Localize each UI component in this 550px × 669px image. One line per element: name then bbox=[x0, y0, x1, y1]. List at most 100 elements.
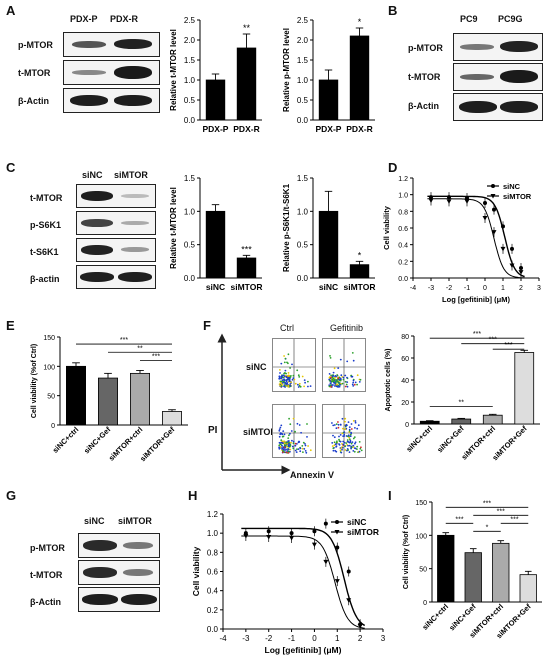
flow-event-dot bbox=[354, 420, 357, 422]
blot-g-col-1: siNC bbox=[84, 516, 105, 526]
significance-label: *** bbox=[241, 244, 252, 254]
flow-event-dot bbox=[278, 435, 281, 438]
x-tick-label: -2 bbox=[446, 285, 452, 292]
flow-event-dot bbox=[303, 385, 305, 388]
data-point-siNC bbox=[266, 529, 271, 534]
y-tick-label: 80 bbox=[401, 334, 409, 341]
flow-event-dot bbox=[338, 382, 340, 385]
y-tick-label: 0.5 bbox=[297, 96, 309, 105]
flow-event-dot bbox=[331, 378, 334, 381]
bar-2 bbox=[130, 372, 151, 426]
y-tick-label: 100 bbox=[43, 364, 55, 371]
blot-b-col-2: PC9G bbox=[498, 14, 523, 24]
bar-1 bbox=[236, 257, 257, 279]
data-point-siNC bbox=[323, 521, 328, 526]
y-axis-label: Apoptotic cells (%) bbox=[385, 348, 392, 411]
flow-event-dot bbox=[330, 385, 333, 388]
flow-event-dot bbox=[288, 417, 290, 420]
flow-event-dot bbox=[278, 429, 281, 432]
bar-1 bbox=[349, 35, 370, 121]
flow-event-dot bbox=[281, 383, 283, 386]
y-tick-label: 1.5 bbox=[184, 174, 196, 183]
y-tick-label: 0 bbox=[423, 600, 427, 607]
y-tick-label: 1.0 bbox=[207, 529, 219, 538]
x-tick-label: PDX-R bbox=[346, 124, 372, 134]
blot-g-lane-3 bbox=[78, 587, 160, 612]
flow-event-dot bbox=[332, 434, 334, 437]
blot-b-row-3: β-Actin bbox=[408, 101, 439, 111]
flow-event-dot bbox=[298, 424, 301, 426]
bar-1 bbox=[236, 47, 257, 121]
y-tick-label: 1.5 bbox=[297, 56, 309, 65]
data-point-siNC bbox=[346, 569, 351, 574]
y-tick-label: 0 bbox=[405, 422, 409, 429]
blot-c-lane-2 bbox=[76, 211, 156, 235]
x-tick-label: siNC+Gef bbox=[82, 425, 113, 456]
flow-event-dot bbox=[282, 446, 284, 449]
flow-event-dot bbox=[343, 435, 346, 437]
flow-event-dot bbox=[291, 363, 293, 366]
flow-event-dot bbox=[280, 385, 283, 387]
flow-event-dot bbox=[291, 445, 294, 448]
x-tick-label: 2 bbox=[358, 634, 363, 643]
flow-event-dot bbox=[284, 357, 287, 360]
flow-event-dot bbox=[302, 441, 305, 444]
flow-event-dot bbox=[352, 359, 355, 362]
flow-event-dot bbox=[354, 421, 357, 424]
flow-event-dot bbox=[331, 376, 334, 379]
y-tick-label: 1.0 bbox=[184, 207, 196, 216]
panel-label-d: D bbox=[388, 160, 398, 175]
y-tick-label: 0.0 bbox=[297, 116, 309, 125]
data-point-siMTOR bbox=[428, 198, 434, 203]
panel-label-h: H bbox=[188, 488, 198, 503]
significance-label: *** bbox=[120, 337, 128, 344]
flow-event-dot bbox=[336, 379, 339, 381]
bar-0 bbox=[205, 210, 226, 279]
bar-2 bbox=[482, 414, 503, 425]
significance-label: *** bbox=[473, 331, 481, 338]
flow-event-dot bbox=[352, 420, 355, 422]
data-point-siMTOR bbox=[243, 534, 249, 539]
flow-event-dot bbox=[301, 447, 304, 450]
significance-label: ** bbox=[459, 399, 465, 406]
flow-event-dot bbox=[333, 378, 335, 381]
flow-event-dot bbox=[348, 451, 351, 453]
x-tick-label: 1 bbox=[335, 634, 340, 643]
bar-1 bbox=[451, 418, 472, 425]
flow-event-dot bbox=[298, 440, 300, 443]
blot-g-lane-1 bbox=[78, 533, 160, 558]
flow-event-dot bbox=[300, 431, 302, 434]
blot-a-lane-2 bbox=[63, 60, 160, 85]
y-tick-label: 0.0 bbox=[398, 276, 408, 283]
flow-event-dot bbox=[284, 444, 286, 447]
legend-label-siNC: siNC bbox=[503, 182, 521, 191]
flow-event-dot bbox=[290, 375, 292, 377]
legend-marker-siMTOR bbox=[334, 530, 340, 535]
flow-event-dot bbox=[286, 448, 288, 451]
legend-label-siMTOR: siMTOR bbox=[503, 192, 532, 201]
flow-event-dot bbox=[279, 433, 282, 436]
significance-label: ** bbox=[243, 23, 251, 33]
flow-event-dot bbox=[356, 427, 359, 430]
flow-event-dot bbox=[302, 451, 304, 453]
blot-g-row-2: t-MTOR bbox=[30, 570, 63, 580]
significance-label: *** bbox=[152, 353, 160, 360]
flow-event-dot bbox=[350, 446, 353, 448]
flow-event-dot bbox=[279, 369, 281, 371]
flow-event-dot bbox=[340, 378, 342, 381]
data-point-siMTOR bbox=[266, 535, 272, 540]
blot-b-lane-1 bbox=[453, 33, 543, 61]
flow-event-dot bbox=[342, 427, 344, 430]
significance-label: ** bbox=[137, 345, 143, 352]
flow-event-dot bbox=[291, 378, 294, 381]
y-tick-label: 1.5 bbox=[297, 174, 309, 183]
blot-a-col-1: PDX-P bbox=[70, 14, 98, 24]
flow-event-dot bbox=[287, 385, 290, 388]
panel-label-b: B bbox=[388, 3, 398, 18]
panel-label-i: I bbox=[388, 488, 392, 503]
y-tick-label: 1.2 bbox=[207, 510, 219, 519]
flow-event-dot bbox=[359, 447, 362, 450]
y-tick-label: 0.6 bbox=[398, 226, 408, 233]
flow-col-1: Ctrl bbox=[280, 323, 294, 333]
